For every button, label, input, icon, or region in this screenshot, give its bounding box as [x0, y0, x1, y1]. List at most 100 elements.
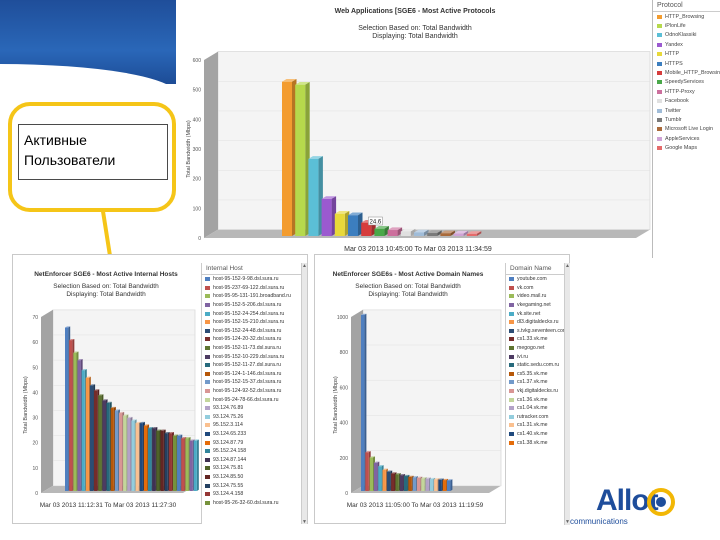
domains-chart-tick-label: 400	[340, 421, 349, 427]
host-list-item[interactable]: host-95-237-69-122.dsl.sura.ru	[202, 284, 301, 293]
host-label: host-95-152-15-210.dsl.sura.ru	[213, 319, 285, 326]
legend-label: iPlonLife	[665, 23, 686, 30]
host-list-item[interactable]: host-95-152-24-48.dsl.sura.ru	[202, 327, 301, 336]
host-list-item[interactable]: host-95-152-10-229.dsl.sura.ru	[202, 352, 301, 361]
legend-label: HTTPS	[665, 60, 683, 67]
top-chart-bar	[348, 212, 363, 236]
domain-list-item[interactable]: cs1.38.vk.me	[506, 438, 565, 447]
host-list-item[interactable]: host-95-152-15-210.dsl.sura.ru	[202, 318, 301, 327]
domain-swatch	[509, 346, 514, 351]
domains-chart-svg: 1000 800 600 400 200 0 Total Bandwidth (Mbps)	[333, 309, 502, 497]
domain-list-item[interactable]: vk.com	[506, 284, 565, 293]
domain-list-item[interactable]: dl3.digitaldecks.ru	[506, 318, 565, 327]
host-list-item[interactable]: host-95-152-9-98.dsl.sura.ru	[202, 275, 301, 284]
domain-list-item[interactable]: megogo.net	[506, 344, 565, 353]
scroll-down-arrow-icon[interactable]: ▼	[302, 519, 307, 525]
top-legend-header: Protocol	[653, 0, 720, 12]
domain-list-item[interactable]: cs1.37.vk.me	[506, 378, 565, 387]
host-list-item[interactable]: 93.124.75.81	[202, 464, 301, 473]
host-list-item[interactable]: 93.124.85.50	[202, 473, 301, 482]
scroll-up-arrow-icon[interactable]: ▲	[565, 263, 570, 269]
domain-list-item[interactable]: rutracker.com	[506, 413, 565, 422]
domain-label: vk.site.net	[517, 310, 541, 317]
legend-swatch	[657, 89, 662, 94]
host-label: 93.124.65.233	[213, 430, 247, 437]
legend-swatch	[657, 117, 662, 122]
host-list-item[interactable]: 93.124.75.26	[202, 413, 301, 422]
host-swatch	[205, 449, 210, 454]
domain-list-item[interactable]: cs1.33.vk.me	[506, 335, 565, 344]
host-list-item[interactable]: 95.152.3.114	[202, 421, 301, 430]
domain-label: cs1.31.vk.me	[517, 422, 548, 429]
host-label: host-95-152-11-27.dsl.sura.ru	[213, 362, 281, 369]
host-swatch	[205, 285, 210, 290]
domains-list-header: Domain Name	[506, 263, 565, 275]
domain-label: megogo.net	[517, 345, 545, 352]
domain-list-item[interactable]: cs1.04.vk.me	[506, 404, 565, 413]
hosts-chart-tick-label: 20	[32, 441, 38, 447]
host-list-item[interactable]: host-95-152-5-206.dsl.sura.ru	[202, 301, 301, 310]
legend-label: Twitter	[665, 107, 681, 114]
host-swatch	[205, 414, 210, 419]
domain-swatch	[509, 431, 514, 436]
host-list-item[interactable]: host-95-152-24-254.dsl.sura.ru	[202, 309, 301, 318]
host-list-item[interactable]: 93.124.87.144	[202, 455, 301, 464]
host-list-item[interactable]: 93.124.76.89	[202, 404, 301, 413]
host-swatch	[205, 389, 210, 394]
host-list-item[interactable]: 95.152.24.158	[202, 447, 301, 456]
legend-item: iPlonLife	[653, 21, 720, 30]
logo-tagline: communications	[570, 517, 628, 526]
domain-list-item[interactable]: s.tvkg.seventeen.com	[506, 327, 565, 336]
legend-item: HTTPS	[653, 59, 720, 68]
legend-item: SpeedyServices	[653, 78, 720, 87]
host-label: host-95-152-10-229.dsl.sura.ru	[213, 353, 285, 360]
domains-chart-tick-label: 0	[345, 491, 348, 497]
host-label: 93.124.85.50	[213, 473, 244, 480]
host-list-item[interactable]: host-95-124-92-52.dsl.sura.ru	[202, 387, 301, 396]
domain-list-item[interactable]: ivi.ru	[506, 352, 565, 361]
host-swatch	[205, 303, 210, 308]
host-swatch	[205, 277, 210, 282]
host-list-item[interactable]: 93.124.65.233	[202, 430, 301, 439]
host-list-item[interactable]: host-95-24-78-66.dsl.sura.ru	[202, 395, 301, 404]
scroll-down-arrow-icon[interactable]: ▼	[565, 519, 570, 525]
host-list-item[interactable]: host-95-152-11-73.dsl.sura.ru	[202, 344, 301, 353]
top-chart-tick-label: 600	[193, 58, 202, 64]
domains-list-scrollbar[interactable]: ▲ ▼	[564, 263, 570, 525]
domain-list-item[interactable]: cs1.36.vk.me	[506, 395, 565, 404]
host-list-item[interactable]: 93.124.75.55	[202, 481, 301, 490]
host-list-item[interactable]: host-95-152-15-37.dsl.sura.ru	[202, 378, 301, 387]
domain-list-item[interactable]: cs5.35.vk.me	[506, 370, 565, 379]
legend-item: HTTP-Proxy	[653, 87, 720, 96]
domain-swatch	[509, 337, 514, 342]
host-list-item[interactable]: host-95-26-32-60.dsl.sura.ru	[202, 498, 301, 507]
host-list-item[interactable]: host-95-124-1-146.dsl.sura.ru	[202, 370, 301, 379]
domain-list-item[interactable]: cs1.40.vk.me	[506, 430, 565, 439]
host-list-item[interactable]: host-95-152-11-27.dsl.sura.ru	[202, 361, 301, 370]
domain-list-item[interactable]: vkj.digitaldecks.ru	[506, 387, 565, 396]
hosts-chart-y-axis-label: Total Bandwidth (Mbps)	[23, 376, 29, 434]
domain-swatch	[509, 380, 514, 385]
hosts-list-scrollbar[interactable]: ▲ ▼	[301, 263, 307, 525]
domain-label: static.sedu.com.ru	[517, 362, 560, 369]
host-label: 95.152.24.158	[213, 448, 247, 455]
domain-list-item[interactable]: vk.site.net	[506, 309, 565, 318]
top-chart-bar	[321, 196, 337, 236]
domain-list-item[interactable]: static.sedu.com.ru	[506, 361, 565, 370]
top-chart-bar	[387, 227, 403, 236]
domains-chart-y-axis-label: Total Bandwidth (Mbps)	[333, 376, 339, 434]
domains-chart-subtitle-2: Displaying: Total Bandwidth	[368, 291, 448, 298]
scroll-up-arrow-icon[interactable]: ▲	[302, 263, 307, 269]
host-list-item[interactable]: 93.124.87.79	[202, 438, 301, 447]
domain-list-item[interactable]: cs1.31.vk.me	[506, 421, 565, 430]
hosts-list-rows: host-95-152-9-98.dsl.sura.ru host-95-237-…	[202, 275, 301, 507]
domain-list-item[interactable]: youtube.com	[506, 275, 565, 284]
domain-list-item[interactable]: video.mail.ru	[506, 292, 565, 301]
domain-list-item[interactable]: vkegaming.net	[506, 301, 565, 310]
domain-swatch	[509, 285, 514, 290]
legend-label: HTTP_Browsing	[665, 13, 705, 20]
host-list-item[interactable]: host-95-95-131-191.broadband.ru	[202, 292, 301, 301]
host-list-item[interactable]: host-95-124-20-32.dsl.sura.ru	[202, 335, 301, 344]
host-swatch	[205, 337, 210, 342]
host-list-item[interactable]: 93.124.4.158	[202, 490, 301, 499]
